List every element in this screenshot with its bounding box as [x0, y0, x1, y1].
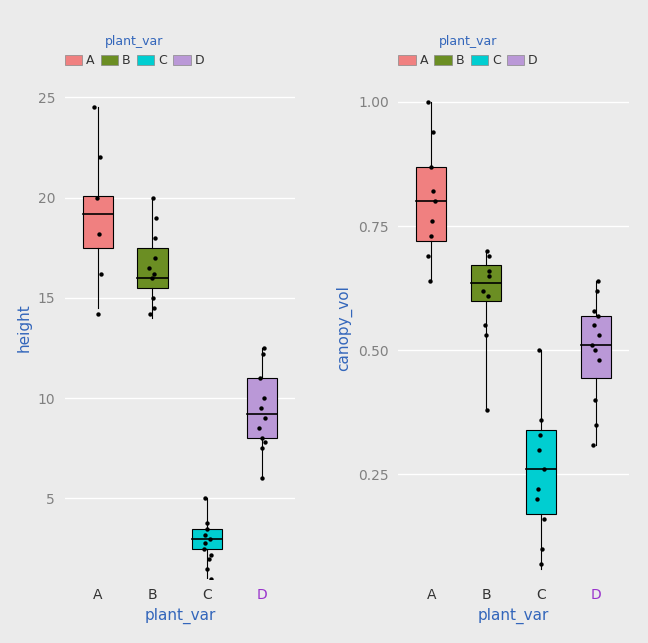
X-axis label: plant_var: plant_var — [478, 608, 550, 624]
Point — [478, 285, 488, 296]
Point — [149, 269, 159, 279]
Point — [590, 420, 601, 430]
Point — [260, 413, 271, 423]
Point — [594, 331, 604, 341]
Point — [202, 523, 212, 534]
Point — [198, 543, 209, 554]
Bar — [137, 248, 168, 288]
Point — [258, 349, 268, 359]
Legend: A, B, C, D: A, B, C, D — [65, 35, 204, 67]
Point — [259, 393, 269, 403]
Y-axis label: height: height — [17, 303, 32, 352]
Point — [426, 231, 437, 241]
Point — [255, 373, 265, 383]
Point — [144, 262, 154, 273]
Point — [428, 186, 438, 197]
Point — [537, 544, 548, 554]
Point — [253, 423, 264, 433]
Point — [532, 494, 542, 504]
Point — [592, 311, 603, 321]
Point — [424, 276, 435, 286]
Point — [484, 251, 494, 261]
Point — [148, 303, 159, 313]
Point — [257, 473, 267, 484]
Point — [205, 574, 216, 584]
Point — [92, 192, 102, 203]
Point — [423, 97, 434, 107]
Point — [590, 345, 601, 356]
Point — [93, 309, 103, 319]
X-axis label: plant_var: plant_var — [144, 608, 216, 624]
Point — [146, 273, 157, 283]
Point — [482, 404, 492, 415]
Point — [147, 293, 157, 303]
Bar — [192, 529, 222, 548]
Point — [257, 443, 267, 453]
Point — [145, 309, 156, 319]
Point — [533, 484, 544, 494]
Bar — [581, 316, 611, 377]
Point — [483, 271, 494, 281]
Point — [205, 550, 216, 560]
Bar — [82, 195, 113, 248]
Point — [150, 253, 160, 263]
Point — [592, 285, 602, 296]
Point — [430, 196, 440, 206]
Point — [535, 430, 546, 440]
Point — [482, 291, 492, 301]
Point — [200, 493, 211, 503]
Bar — [416, 167, 446, 241]
Point — [255, 403, 266, 413]
Point — [95, 152, 105, 163]
Point — [426, 216, 437, 226]
Point — [257, 433, 267, 444]
Bar — [247, 378, 277, 439]
Point — [202, 518, 212, 528]
Point — [484, 266, 494, 276]
Point — [481, 246, 492, 256]
Point — [200, 538, 210, 548]
Point — [588, 305, 599, 316]
Point — [202, 563, 213, 574]
Point — [150, 233, 161, 243]
Y-axis label: canopy_vol: canopy_vol — [336, 285, 353, 371]
Point — [150, 212, 161, 222]
Point — [205, 534, 215, 544]
Point — [538, 464, 549, 475]
Point — [587, 439, 597, 449]
Point — [203, 554, 214, 564]
Point — [148, 192, 158, 203]
Point — [259, 343, 270, 353]
Legend: A, B, C, D: A, B, C, D — [399, 35, 538, 67]
Point — [200, 529, 211, 539]
Point — [94, 228, 104, 239]
Point — [428, 127, 439, 137]
Point — [426, 161, 436, 172]
Point — [89, 102, 100, 113]
Point — [587, 340, 597, 350]
Point — [481, 331, 491, 341]
Point — [593, 276, 603, 286]
Point — [96, 269, 106, 279]
Bar — [471, 265, 501, 301]
Point — [480, 320, 491, 331]
Point — [534, 444, 544, 455]
Point — [260, 437, 270, 448]
Point — [535, 415, 546, 425]
Point — [589, 320, 599, 331]
Bar — [526, 430, 556, 514]
Point — [539, 514, 550, 524]
Point — [536, 559, 546, 569]
Point — [594, 355, 604, 365]
Point — [590, 395, 601, 405]
Point — [423, 251, 434, 261]
Point — [534, 345, 544, 356]
